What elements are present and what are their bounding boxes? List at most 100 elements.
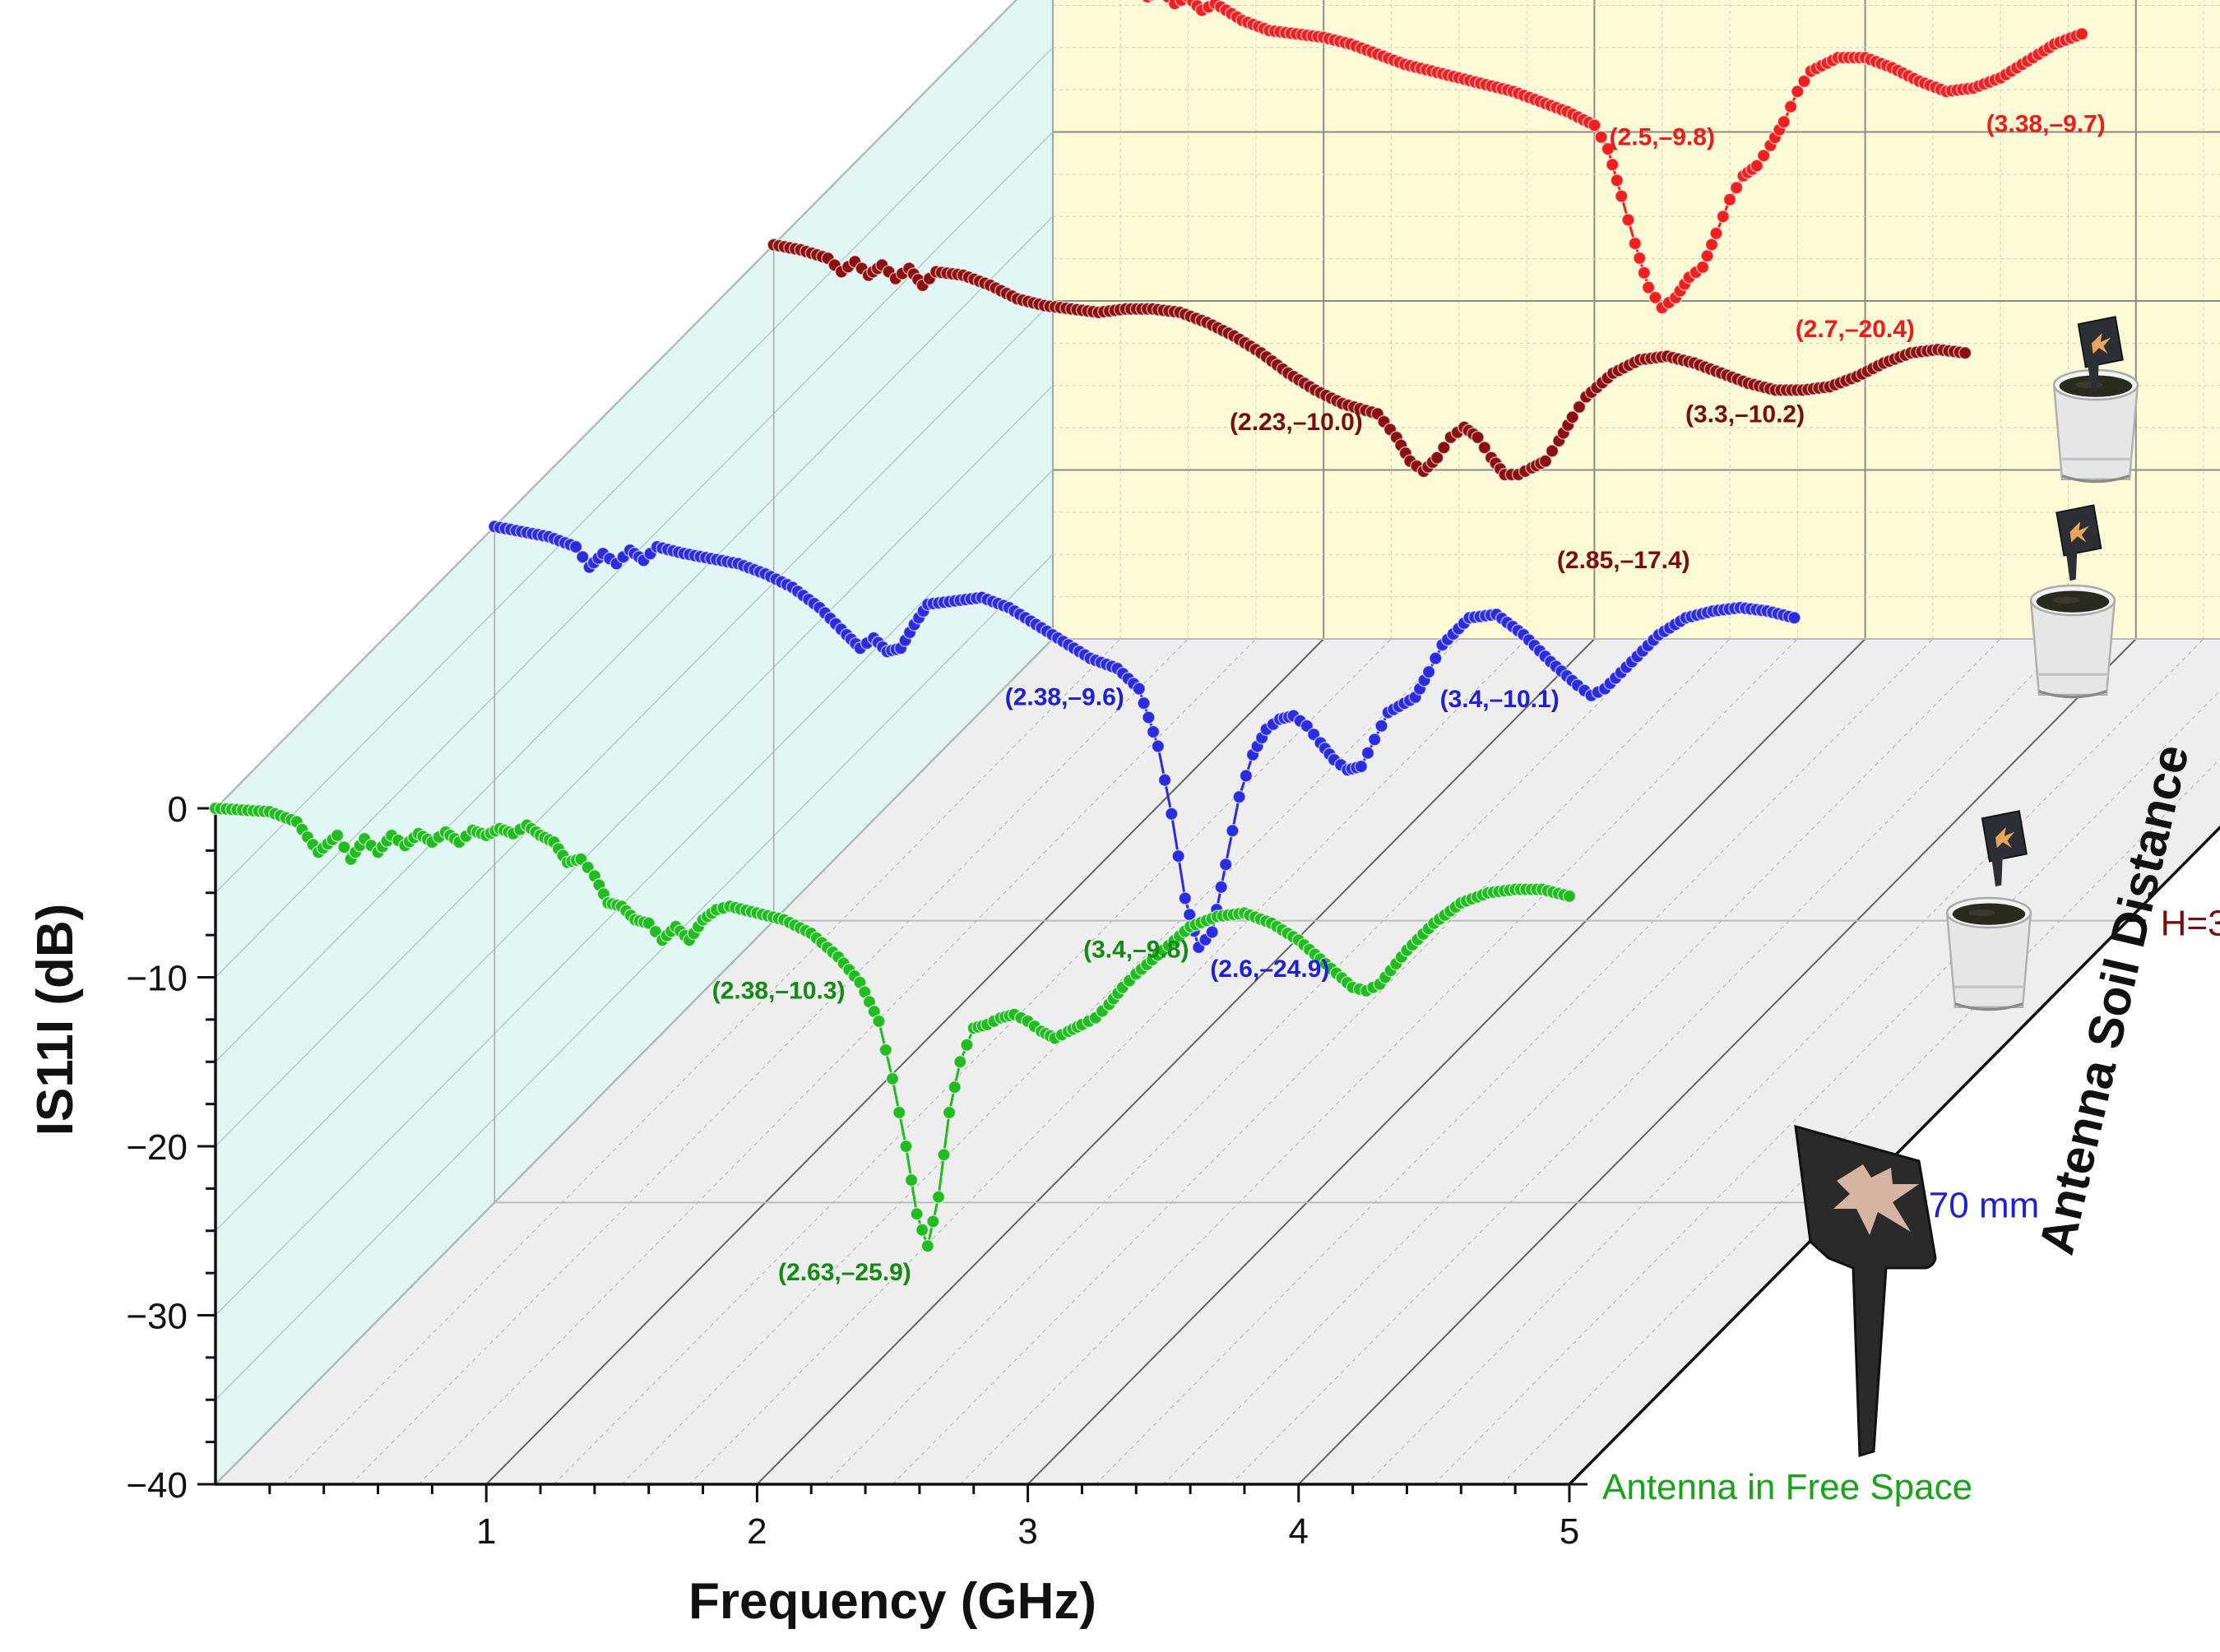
data-point xyxy=(904,1173,919,1187)
data-point xyxy=(892,1105,906,1120)
data-point xyxy=(915,1223,929,1237)
floor-grid-line xyxy=(892,638,1731,1485)
data-point xyxy=(1958,345,1972,360)
data-point xyxy=(926,1215,940,1229)
data-label: (3.4,–10.1) xyxy=(1440,686,1560,713)
series-1 xyxy=(487,519,1801,955)
back-wall-panel xyxy=(1052,0,2220,640)
data-point xyxy=(1437,440,1451,455)
data-point xyxy=(1367,732,1382,747)
side-grid-line xyxy=(215,0,1017,809)
data-point xyxy=(1791,84,1805,99)
data-point xyxy=(1226,823,1240,838)
data-point xyxy=(1471,430,1485,445)
data-point xyxy=(1142,710,1156,724)
data-point xyxy=(1429,651,1443,665)
free-space-antenna-icon xyxy=(1794,1124,1937,1457)
data-point xyxy=(942,1105,957,1120)
data-point xyxy=(1637,266,1652,280)
side-grid-line xyxy=(215,47,1054,894)
data-point xyxy=(575,549,590,564)
side-grid-line xyxy=(215,215,1054,1062)
z-category-label: Antenna in Free Space xyxy=(1602,1467,1972,1507)
series-0 xyxy=(208,801,1577,1253)
y-tick-label: 0 xyxy=(168,789,188,830)
data-point xyxy=(1709,226,1723,241)
y-tick-label: −30 xyxy=(126,1297,188,1337)
plant-pot-icon xyxy=(1945,810,2032,1011)
data-point xyxy=(1641,280,1656,294)
floor-grid-line xyxy=(824,638,1663,1485)
plant-pot-icon xyxy=(2052,316,2139,484)
data-point xyxy=(1587,118,1601,132)
data-label: (3.3,–10.2) xyxy=(1685,400,1805,428)
side-grid-line xyxy=(215,553,1054,1400)
floor-grid-line xyxy=(1027,638,1866,1485)
data-point xyxy=(1572,400,1587,414)
data-label: (2.5,–9.8) xyxy=(1610,123,1715,150)
data-point xyxy=(878,1043,893,1057)
z-category-label: H=35 mm xyxy=(2161,904,2220,944)
data-point xyxy=(910,1206,924,1221)
floor-grid-line xyxy=(554,638,1392,1485)
floor-grid-line xyxy=(1231,638,2069,1485)
series-2 xyxy=(767,238,1972,482)
antenna-board-icon xyxy=(2055,504,2102,581)
z-axis-line xyxy=(1568,825,2220,1486)
floor-grid-line xyxy=(688,638,1527,1485)
floor-grid-line xyxy=(1501,758,2220,1485)
data-point xyxy=(1594,130,1608,144)
floor-grid-line xyxy=(756,638,1596,1485)
plant-pot-icon xyxy=(2029,504,2116,699)
data-point xyxy=(1171,849,1185,863)
data-point xyxy=(337,840,351,854)
x-tick-label: 2 xyxy=(747,1511,767,1552)
data-point xyxy=(1610,174,1624,187)
x-axis-title: Frequency (GHz) xyxy=(688,1573,1096,1630)
data-point xyxy=(1205,925,1219,939)
side-grid-line xyxy=(215,638,1054,1485)
antenna-board-icon xyxy=(2077,316,2124,393)
data-point xyxy=(1545,444,1560,458)
back-panels xyxy=(215,0,2220,1487)
data-point xyxy=(948,1080,962,1094)
data-point xyxy=(1633,251,1647,266)
data-point xyxy=(1704,238,1719,252)
data-point xyxy=(1601,141,1615,156)
data-point xyxy=(1621,213,1635,227)
data-point xyxy=(885,1071,900,1086)
floor-grid-line xyxy=(1298,638,2137,1485)
data-point xyxy=(1565,410,1580,424)
floor-grid-line xyxy=(350,638,1189,1485)
floor-grid-line xyxy=(1095,638,1934,1485)
floor-grid-line xyxy=(1162,638,2001,1485)
side-grid-line xyxy=(215,470,1054,1316)
data-label: (3.38,–9.7) xyxy=(1986,110,2106,137)
data-point xyxy=(1615,189,1629,203)
data-label: (3.4,–9.8) xyxy=(1083,936,1189,963)
x-tick-label: 1 xyxy=(476,1511,496,1552)
side-grid-line xyxy=(215,300,1054,1147)
x-tick-label: 5 xyxy=(1560,1511,1579,1552)
data-label: (2.23,–10.0) xyxy=(1230,409,1363,436)
data-point xyxy=(2074,26,2089,41)
data-label: (2.38,–9.6) xyxy=(1005,684,1124,711)
data-point xyxy=(1430,451,1444,465)
data-point xyxy=(1146,724,1161,739)
antenna-illustrations xyxy=(1794,316,2139,1457)
data-point xyxy=(1374,719,1388,733)
data-point xyxy=(1214,880,1228,894)
data-point xyxy=(953,1055,967,1069)
data-point xyxy=(1232,789,1246,804)
annotation-group: (2.5,–9.8) (3.38,–9.7) (2.7,–20.4) (2.23,–1… xyxy=(712,110,2106,1286)
floor-panel xyxy=(216,639,2220,1484)
data-label: (2.7,–20.4) xyxy=(1796,316,1915,343)
x-tick-label: 4 xyxy=(1289,1511,1309,1552)
data-point xyxy=(872,1014,886,1029)
data-point xyxy=(1165,807,1179,821)
data-point xyxy=(1700,248,1714,263)
data-point xyxy=(1722,192,1737,206)
series-group xyxy=(208,0,2089,1253)
data-point xyxy=(1628,236,1643,251)
